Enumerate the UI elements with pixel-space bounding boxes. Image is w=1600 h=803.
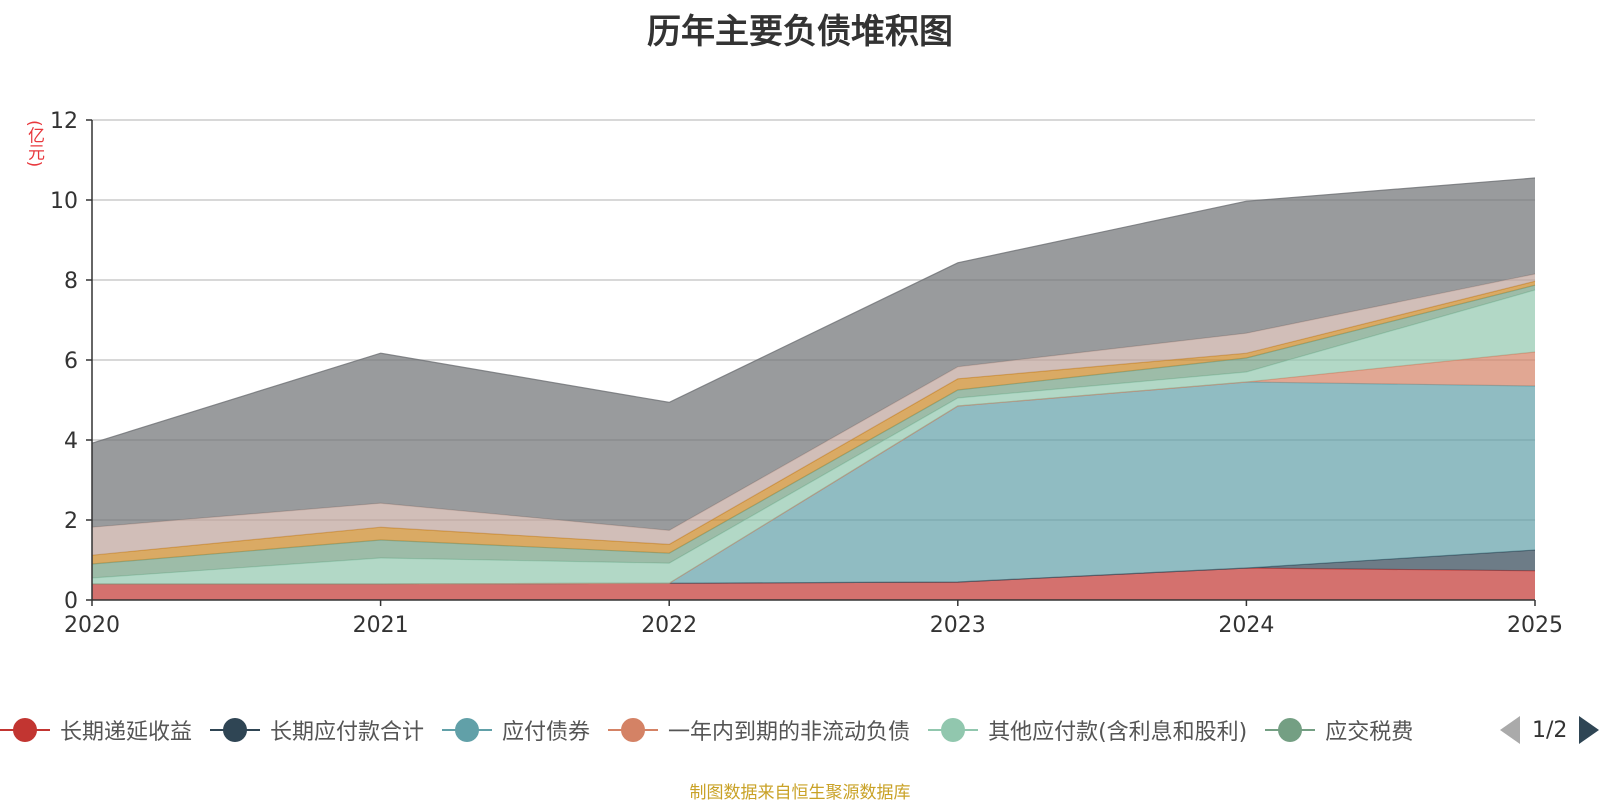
area-series bbox=[92, 274, 1535, 556]
legend-label: 应付债券 bbox=[502, 720, 591, 745]
legend-prev-page-icon[interactable] bbox=[1500, 716, 1520, 744]
legend-item[interactable]: 长期应付款合计 bbox=[210, 714, 424, 746]
data-source-note: 制图数据来自恒生聚源数据库 bbox=[689, 783, 911, 803]
x-tick-label: 2024 bbox=[1218, 613, 1274, 638]
area-series bbox=[92, 352, 1535, 584]
y-tick-label: 8 bbox=[64, 269, 78, 294]
x-tick-label: 2020 bbox=[64, 613, 120, 638]
x-tick-label: 2023 bbox=[930, 613, 986, 638]
area-series bbox=[92, 382, 1535, 584]
area-series bbox=[92, 568, 1535, 600]
legend-marker-icon bbox=[210, 718, 261, 742]
y-tick-label: 10 bbox=[50, 189, 78, 214]
area-series bbox=[92, 178, 1535, 531]
stacked-area-chart: 0 2 4 6 8 10 12 2020 2021 2022 2023 2024 2025 bbox=[50, 109, 1563, 638]
legend-marker-icon bbox=[442, 718, 493, 742]
legend-label: 应交税费 bbox=[1325, 720, 1414, 745]
y-tick-label: 2 bbox=[64, 509, 78, 534]
legend-next-page-icon[interactable] bbox=[1579, 716, 1600, 744]
legend-item[interactable]: 长期递延收益 bbox=[0, 714, 192, 746]
y-axis-unit-label: (亿元) bbox=[24, 120, 44, 168]
chart-title: 历年主要负债堆积图 bbox=[647, 12, 953, 52]
y-tick-label: 4 bbox=[64, 429, 78, 454]
legend-marker-icon bbox=[0, 718, 50, 742]
legend-item[interactable]: 一年内到期的非流动负债 bbox=[608, 714, 910, 746]
legend-pager: 1/2 bbox=[1500, 710, 1600, 750]
legend-label: 其他应付款(含利息和股利) bbox=[988, 720, 1248, 745]
legend-marker-icon bbox=[608, 718, 659, 742]
legend-marker-icon bbox=[928, 718, 979, 742]
legend-item[interactable]: 应付债券 bbox=[442, 714, 590, 746]
legend-marker-icon bbox=[1265, 718, 1316, 742]
x-tick-label: 2025 bbox=[1507, 613, 1563, 638]
y-tick-label: 0 bbox=[64, 589, 78, 614]
y-tick-label: 6 bbox=[64, 349, 78, 374]
legend-items: 长期递延收益 长期应付款合计 应付债券 一年内到期的非流动负债 其他应付款(含利息和股利… bbox=[0, 710, 1488, 750]
y-tick-label: 12 bbox=[50, 109, 78, 134]
legend-item[interactable]: 应交税费 bbox=[1265, 714, 1413, 746]
legend-label: 一年内到期的非流动负债 bbox=[668, 720, 911, 745]
legend-item[interactable]: 其他应付款(含利息和股利) bbox=[928, 714, 1247, 746]
x-tick-label: 2022 bbox=[641, 613, 697, 638]
legend-label: 长期应付款合计 bbox=[270, 720, 425, 745]
x-tick-label: 2021 bbox=[353, 613, 409, 638]
series-line bbox=[91, 177, 1536, 444]
legend-page-indicator: 1/2 bbox=[1532, 717, 1568, 743]
legend-label: 长期递延收益 bbox=[60, 720, 193, 745]
legend: 长期递延收益 长期应付款合计 应付债券 一年内到期的非流动负债 其他应付款(含利息和股利… bbox=[0, 710, 1600, 750]
